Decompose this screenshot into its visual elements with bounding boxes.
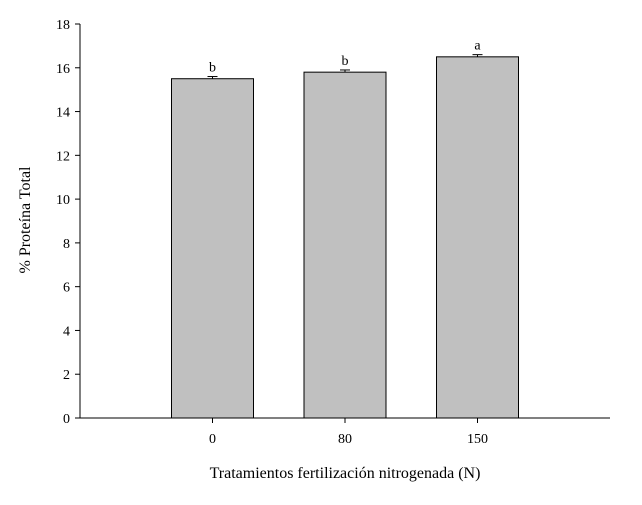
y-tick-label: 0 xyxy=(63,412,70,427)
y-axis-label: % Proteína Total xyxy=(17,166,34,274)
x-axis-label: Tratamientos fertilización nitrogenada (… xyxy=(210,465,481,482)
significance-label: a xyxy=(474,39,481,54)
bar xyxy=(436,56,519,419)
y-tick-label: 12 xyxy=(56,149,70,164)
bars: b b a xyxy=(171,39,519,419)
y-tick-label: 16 xyxy=(56,62,70,77)
x-axis: 0 80 150 xyxy=(80,417,610,447)
y-tick-label: 4 xyxy=(63,324,70,339)
bar xyxy=(303,71,387,419)
significance-label: b xyxy=(342,54,349,69)
x-tick-label: 80 xyxy=(338,432,352,447)
y-tick-label: 14 xyxy=(56,106,70,121)
x-tick-label: 150 xyxy=(467,432,488,447)
bar xyxy=(171,78,254,419)
x-tick-label: 0 xyxy=(209,432,216,447)
y-tick-label: 6 xyxy=(63,281,70,296)
y-tick-label: 8 xyxy=(63,237,70,252)
y-tick-label: 10 xyxy=(56,193,70,208)
significance-label: b xyxy=(209,61,216,76)
y-tick-label: 18 xyxy=(56,18,70,33)
y-axis: 0 2 4 6 8 10 12 14 16 18 xyxy=(56,18,81,427)
y-tick-label: 2 xyxy=(63,368,70,383)
